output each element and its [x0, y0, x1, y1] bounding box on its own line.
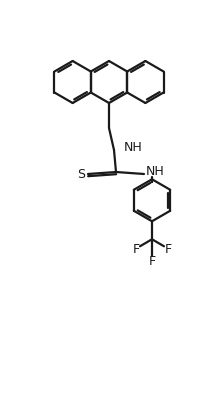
Text: NH: NH [146, 164, 165, 178]
Text: F: F [132, 243, 140, 256]
Text: S: S [77, 168, 85, 180]
Text: F: F [164, 243, 171, 256]
Text: NH: NH [124, 140, 143, 154]
Text: F: F [148, 255, 155, 268]
